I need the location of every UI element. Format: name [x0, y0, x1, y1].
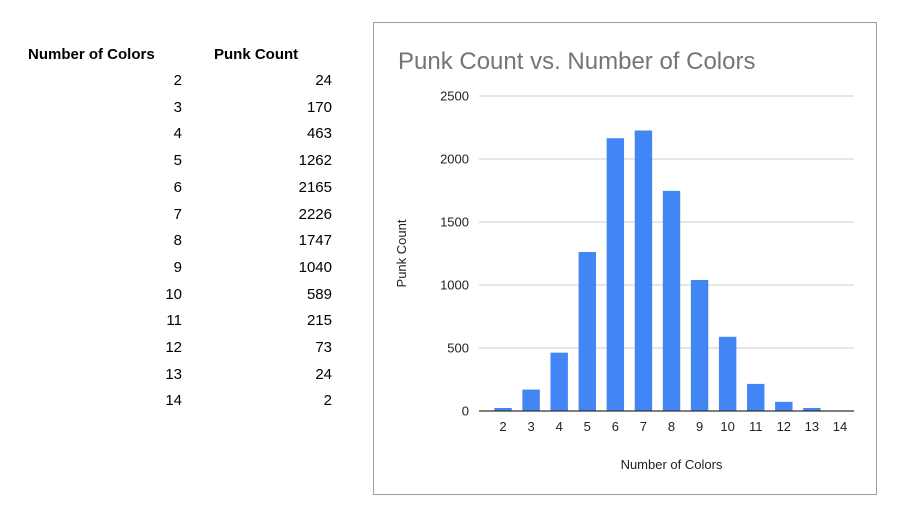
cell-number-of-colors: 14: [165, 392, 182, 410]
x-tick-label: 11: [749, 419, 763, 434]
x-tick-label: 13: [805, 419, 819, 434]
x-tick-label: 3: [527, 419, 534, 434]
table-row: 4 463: [0, 125, 360, 152]
table-row: 13 24: [0, 366, 360, 393]
cell-punk-count: 463: [306, 125, 332, 143]
table-row: 2 24: [0, 72, 360, 99]
cell-punk-count: 24: [315, 72, 332, 89]
column-header-number-of-colors: Number of Colors: [28, 46, 155, 63]
cell-punk-count: 1262: [298, 152, 332, 170]
table-row: 7 2226: [0, 206, 360, 233]
chart-panel[interactable]: Punk Count vs. Number of Colors 0 500 1000…: [373, 22, 877, 495]
bar-chart: Punk Count vs. Number of Colors 0 500 1000…: [394, 48, 854, 472]
y-tick-label: 0: [462, 404, 469, 419]
cell-number-of-colors: 10: [165, 285, 182, 303]
cell-number-of-colors: 11: [166, 312, 182, 330]
bar-12[interactable]: [775, 401, 793, 411]
x-tick-label: 4: [556, 419, 563, 434]
chart-title: Punk Count vs. Number of Colors: [398, 48, 755, 75]
bar-6[interactable]: [606, 138, 625, 411]
bar-10[interactable]: [718, 336, 737, 411]
data-table: Number of Colors Punk Count 2 24 3 170 4 463 5…: [0, 0, 360, 521]
cell-number-of-colors: 7: [173, 205, 182, 223]
table-row: 3 170: [0, 99, 360, 126]
bar-5[interactable]: [578, 251, 596, 411]
cell-punk-count: 2: [323, 392, 332, 410]
y-tick-label: 1000: [440, 278, 469, 293]
bar-11[interactable]: [747, 383, 765, 411]
cell-punk-count: 2226: [298, 205, 332, 223]
table-row: 6 2165: [0, 179, 360, 206]
bar-13[interactable]: [803, 407, 821, 411]
table-row: 5 1262: [0, 152, 360, 179]
y-tick-label: 2500: [440, 89, 469, 104]
bar-4[interactable]: [550, 352, 568, 411]
bar-2[interactable]: [494, 407, 512, 411]
cell-punk-count: 1747: [298, 232, 332, 250]
cell-number-of-colors: 3: [173, 98, 182, 116]
bar-9[interactable]: [690, 279, 709, 411]
cell-punk-count: 24: [315, 365, 332, 383]
cell-number-of-colors: 8: [173, 232, 182, 250]
x-axis-title: Number of Colors: [621, 457, 723, 472]
cell-punk-count: 1040: [298, 258, 332, 276]
y-tick-label: 2000: [440, 152, 469, 167]
bar-series: [494, 130, 849, 412]
x-tick-label: 6: [612, 419, 619, 434]
cell-number-of-colors: 12: [165, 339, 182, 356]
y-axis-title: Punk Count: [394, 219, 409, 287]
bar-7[interactable]: [634, 130, 653, 412]
cell-number-of-colors: 13: [165, 365, 182, 383]
x-axis-ticks: 2 3 4 5 6 7 8 9 10 11 12 13 14: [499, 419, 847, 434]
table-row: 12 73: [0, 339, 360, 366]
bar-3[interactable]: [522, 389, 540, 411]
cell-punk-count: 215: [306, 312, 332, 330]
cell-number-of-colors: 5: [173, 152, 182, 170]
y-axis-ticks: 0 500 1000 1500 2000 2500: [440, 89, 469, 419]
x-tick-label: 7: [640, 419, 647, 434]
cell-number-of-colors: 4: [173, 125, 182, 143]
x-tick-label: 2: [499, 419, 506, 434]
cell-punk-count: 73: [315, 339, 332, 356]
table-row: 11 215: [0, 312, 360, 339]
table-row: 14 2: [0, 392, 360, 419]
bar-8[interactable]: [662, 190, 681, 411]
cell-punk-count: 2165: [298, 178, 332, 196]
cell-number-of-colors: 6: [173, 178, 182, 196]
x-tick-label: 14: [833, 419, 847, 434]
table-row: 8 1747: [0, 232, 360, 259]
cell-number-of-colors: 9: [173, 258, 182, 276]
column-header-punk-count: Punk Count: [214, 46, 299, 63]
x-tick-label: 12: [777, 419, 791, 434]
x-tick-label: 10: [720, 419, 734, 434]
table-row: 9 1040: [0, 259, 360, 286]
cell-punk-count: 589: [306, 285, 332, 303]
cell-punk-count: 170: [306, 98, 332, 116]
table-row: 10 589: [0, 286, 360, 313]
cell-number-of-colors: 2: [173, 72, 182, 89]
y-tick-label: 500: [447, 341, 469, 356]
x-tick-label: 8: [668, 419, 675, 434]
x-tick-label: 9: [696, 419, 703, 434]
x-tick-label: 5: [584, 419, 591, 434]
y-tick-label: 1500: [440, 215, 469, 230]
